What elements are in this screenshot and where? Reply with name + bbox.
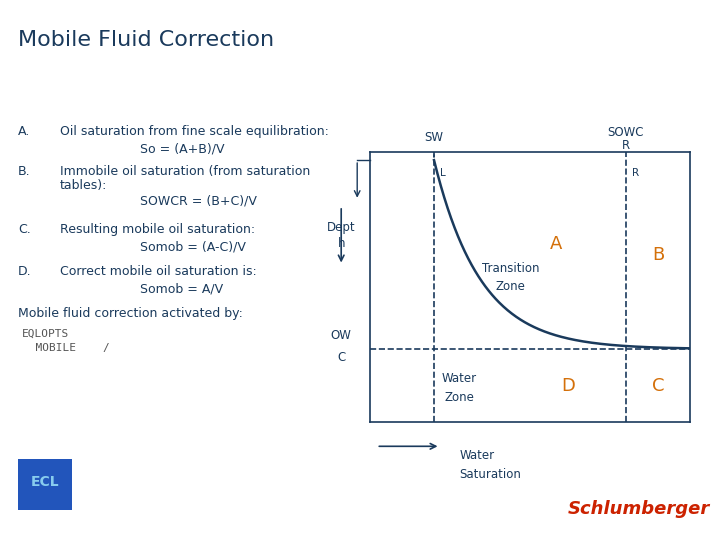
Text: Immobile oil saturation (from saturation: Immobile oil saturation (from saturation <box>60 165 310 178</box>
Text: R: R <box>622 139 630 152</box>
Text: MOBILE    /: MOBILE / <box>22 343 109 353</box>
Text: D.: D. <box>18 265 32 278</box>
Text: B.: B. <box>18 165 31 178</box>
Text: Somob = (A-C)/V: Somob = (A-C)/V <box>140 241 246 254</box>
Text: Transition: Transition <box>482 261 539 275</box>
Text: h: h <box>338 237 345 251</box>
Text: ECL: ECL <box>31 475 59 489</box>
Text: SW: SW <box>425 131 444 144</box>
Text: Resulting mobile oil saturation:: Resulting mobile oil saturation: <box>60 223 255 236</box>
Text: Zone: Zone <box>496 280 526 294</box>
Text: Zone: Zone <box>445 391 474 404</box>
Text: tables):: tables): <box>60 179 107 192</box>
Text: Saturation: Saturation <box>459 468 521 481</box>
Text: Water: Water <box>459 449 495 462</box>
Text: C.: C. <box>18 223 31 236</box>
Text: A.: A. <box>18 125 30 138</box>
Text: Schlumberger: Schlumberger <box>568 500 710 518</box>
Text: SOWCR = (B+C)/V: SOWCR = (B+C)/V <box>140 195 257 208</box>
Text: Correct mobile oil saturation is:: Correct mobile oil saturation is: <box>60 265 257 278</box>
Text: So = (A+B)/V: So = (A+B)/V <box>140 143 225 156</box>
Text: OW: OW <box>330 329 351 342</box>
Text: ECLIPSE: ECLIPSE <box>18 503 54 512</box>
Text: Mobile fluid correction activated by:: Mobile fluid correction activated by: <box>18 307 243 320</box>
Text: Somob = A/V: Somob = A/V <box>140 283 223 296</box>
Text: R: R <box>632 168 639 178</box>
Text: Water: Water <box>442 372 477 386</box>
Text: B: B <box>652 246 664 264</box>
Text: EQLOPTS: EQLOPTS <box>22 329 69 339</box>
Text: Mobile Fluid Correction: Mobile Fluid Correction <box>18 30 274 50</box>
Text: C: C <box>652 376 665 395</box>
Text: D: D <box>562 376 575 395</box>
Text: SOWC: SOWC <box>608 125 644 138</box>
Text: Dept: Dept <box>327 221 356 234</box>
Text: Oil saturation from fine scale equilibration:: Oil saturation from fine scale equilibra… <box>60 125 329 138</box>
Text: L: L <box>441 168 446 178</box>
Text: A: A <box>549 235 562 253</box>
Text: C: C <box>337 350 346 364</box>
